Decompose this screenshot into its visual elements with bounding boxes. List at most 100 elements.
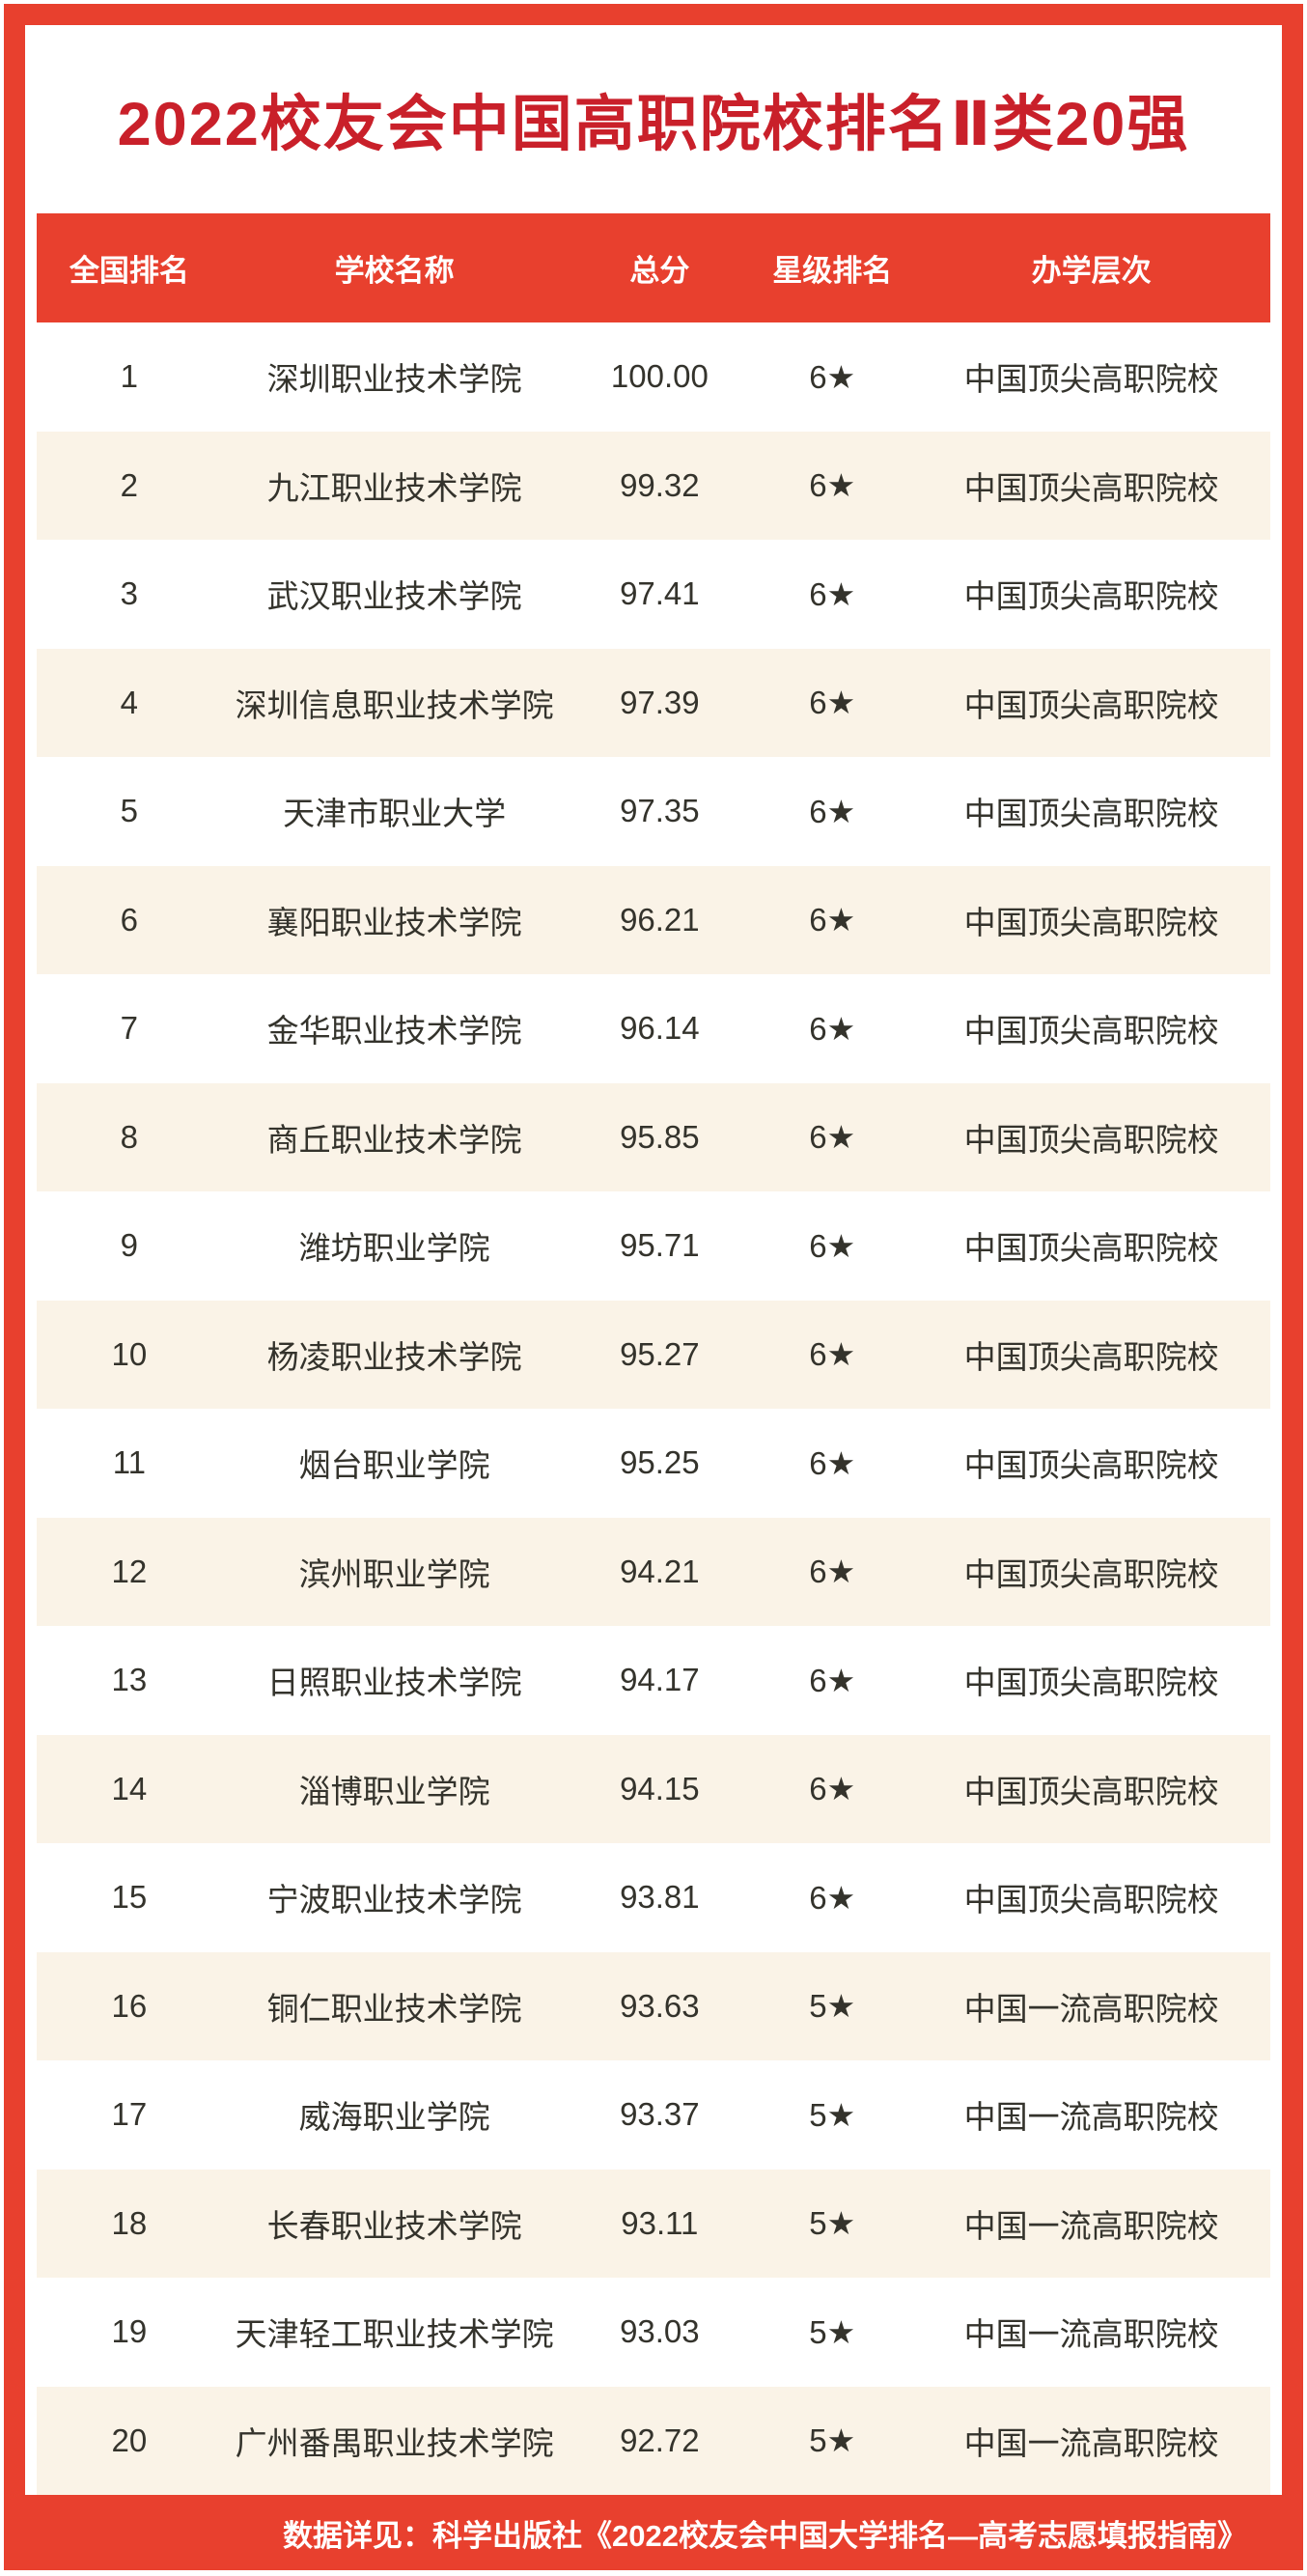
rank-cell: 2 [120,466,139,503]
score-cell: 94.21 [620,1553,700,1589]
level-cell: 中国顶尖高职院校 [963,1447,1219,1484]
level-cell: 中国一流高职院校 [963,2207,1219,2244]
rank-cell: 4 [120,684,139,720]
score-cell: 95.27 [620,1335,700,1372]
rank-cell: 19 [111,2313,148,2350]
rank-cell: 6 [120,901,139,938]
level-cell: 中国一流高职院校 [963,2316,1219,2353]
level-cell: 中国顶尖高职院校 [963,1013,1219,1050]
table-row: 1 深圳职业技术学院 100.00 6★ 中国顶尖高职院校 [37,322,1270,432]
score-cell: 95.25 [620,1444,700,1481]
star-rank-cell: 6★ [809,1771,856,1807]
score-cell: 97.41 [620,575,700,612]
school-cell: 深圳职业技术学院 [266,361,522,398]
star-rank-cell: 6★ [809,358,856,395]
star-rank-cell: 5★ [809,2422,856,2459]
star-rank-cell: 5★ [809,1988,856,2025]
rank-cell: 16 [111,1987,148,2024]
table-header-row: 全国排名 学校名称 总分 星级排名 办学层次 [37,213,1270,322]
table-row: 13 日照职业技术学院 94.17 6★ 中国顶尖高职院校 [37,1626,1270,1735]
school-cell: 武汉职业技术学院 [266,578,522,615]
score-cell: 95.71 [620,1227,700,1264]
score-cell: 96.21 [620,901,700,938]
school-cell: 商丘职业技术学院 [266,1121,522,1158]
table-row: 5 天津市职业大学 97.35 6★ 中国顶尖高职院校 [37,757,1270,866]
header-cell-star: 星级排名 [772,254,893,288]
footer-note: 数据详见：科学出版社《2022校友会中国大学排名—高考志愿填报指南》 [283,2518,1247,2553]
star-rank-cell: 6★ [809,902,856,938]
level-cell: 中国顶尖高职院校 [963,578,1219,615]
star-rank-cell: 6★ [809,575,856,612]
header-cell-rank: 全国排名 [69,254,189,288]
score-cell: 100.00 [610,358,709,395]
table-row: 19 天津轻工职业技术学院 93.03 5★ 中国一流高职院校 [37,2278,1270,2387]
level-cell: 中国顶尖高职院校 [963,796,1219,832]
level-cell: 中国顶尖高职院校 [963,361,1219,398]
star-rank-cell: 6★ [809,1227,856,1264]
score-cell: 95.85 [620,1118,700,1155]
table-row: 8 商丘职业技术学院 95.85 6★ 中国顶尖高职院校 [37,1082,1270,1191]
school-cell: 深圳信息职业技术学院 [235,686,554,723]
score-cell: 93.37 [620,2096,700,2133]
header-cell-level: 办学层次 [1031,254,1152,288]
level-cell: 中国顶尖高职院校 [963,1230,1219,1267]
table-row: 17 威海职业学院 93.37 5★ 中国一流高职院校 [37,2060,1270,2170]
score-cell: 96.14 [620,1010,700,1047]
footer-bar: 数据详见：科学出版社《2022校友会中国大学排名—高考志愿填报指南》 [4,2495,1303,2570]
rank-cell: 8 [120,1118,139,1155]
table-row: 12 滨州职业学院 94.21 6★ 中国顶尖高职院校 [37,1517,1270,1626]
score-cell: 93.11 [621,2204,699,2241]
school-cell: 烟台职业学院 [298,1447,490,1484]
table-row: 6 襄阳职业技术学院 96.21 6★ 中国顶尖高职院校 [37,865,1270,974]
score-cell: 97.39 [620,684,700,720]
rank-cell: 11 [112,1444,146,1481]
table-row: 2 九江职业技术学院 99.32 6★ 中国顶尖高职院校 [37,431,1270,540]
star-rank-cell: 6★ [809,467,856,504]
school-cell: 宁波职业技术学院 [266,1882,522,1918]
table-body: 1 深圳职业技术学院 100.00 6★ 中国顶尖高职院校 2 九江职业技术学院… [37,322,1270,2495]
school-cell: 潍坊职业学院 [298,1230,490,1267]
table-row: 14 淄博职业学院 94.15 6★ 中国顶尖高职院校 [37,1734,1270,1843]
level-cell: 中国顶尖高职院校 [963,1773,1219,1809]
table-row: 20 广州番禺职业技术学院 92.72 5★ 中国一流高职院校 [37,2386,1270,2495]
school-cell: 长春职业技术学院 [266,2207,522,2244]
star-rank-cell: 6★ [809,1119,856,1156]
rank-cell: 14 [111,1770,148,1806]
rank-cell: 1 [120,358,139,395]
rank-cell: 9 [120,1227,139,1264]
page-title: 2022校友会中国高职院校排名Ⅱ类20强 [117,91,1190,158]
star-rank-cell: 6★ [809,1444,856,1481]
ranking-table: 全国排名 学校名称 总分 星级排名 办学层次 1 深圳职业技术学院 100.00… [37,213,1270,2495]
rank-cell: 20 [111,2422,148,2458]
school-cell: 日照职业技术学院 [266,1665,522,1701]
score-cell: 94.15 [620,1770,700,1806]
school-cell: 淄博职业学院 [298,1773,490,1809]
level-cell: 中国顶尖高职院校 [963,1882,1219,1918]
school-cell: 九江职业技术学院 [266,469,522,506]
level-cell: 中国顶尖高职院校 [963,469,1219,506]
star-rank-cell: 5★ [809,2313,856,2350]
star-rank-cell: 5★ [809,2096,856,2133]
table-row: 15 宁波职业技术学院 93.81 6★ 中国顶尖高职院校 [37,1843,1270,1952]
score-cell: 99.32 [620,466,700,503]
school-cell: 滨州职业学院 [298,1555,490,1592]
star-rank-cell: 5★ [809,2205,856,2242]
score-cell: 92.72 [620,2422,700,2458]
header-cell-score: 总分 [629,254,690,288]
star-rank-cell: 6★ [809,793,856,829]
rank-cell: 5 [120,793,139,829]
star-rank-cell: 6★ [809,685,856,721]
title-band: 2022校友会中国高职院校排名Ⅱ类20强 [37,25,1270,213]
table-row: 7 金华职业技术学院 96.14 6★ 中国顶尖高职院校 [37,974,1270,1083]
star-rank-cell: 6★ [809,1554,856,1590]
rank-cell: 3 [120,575,139,612]
score-cell: 97.35 [620,793,700,829]
rank-cell: 15 [111,1879,148,1916]
level-cell: 中国顶尖高职院校 [963,1665,1219,1701]
star-rank-cell: 6★ [809,1336,856,1373]
rank-cell: 17 [111,2096,148,2133]
level-cell: 中国顶尖高职院校 [963,686,1219,723]
school-cell: 广州番禺职业技术学院 [235,2424,554,2461]
school-cell: 杨凌职业技术学院 [266,1338,522,1375]
